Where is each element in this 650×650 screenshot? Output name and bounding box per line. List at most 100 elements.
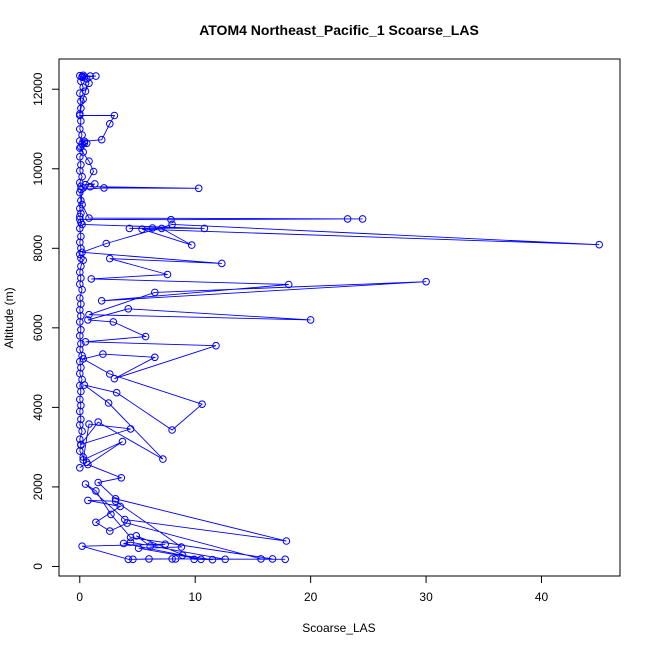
data-point [76, 188, 84, 197]
data-point [76, 268, 84, 277]
data-point [76, 204, 84, 213]
data-point [77, 441, 85, 450]
data-point [76, 332, 84, 340]
data-point [86, 182, 94, 191]
data-point [177, 543, 186, 551]
data-point [168, 426, 176, 434]
y-axis-label: Altitude (m) [2, 287, 16, 348]
series-layer [76, 71, 604, 564]
data-point [178, 551, 187, 560]
data-point [132, 532, 141, 540]
data-point [117, 474, 126, 482]
data-point [168, 555, 176, 563]
data-point [107, 510, 115, 519]
data-point [77, 209, 85, 218]
x-axis-label: Scoarse_LAS [302, 621, 375, 635]
data-point [85, 79, 93, 88]
data-point [268, 555, 277, 563]
data-point [92, 72, 100, 80]
data-point [104, 399, 113, 407]
data-point [106, 370, 114, 378]
data-point [124, 555, 133, 564]
data-point [76, 407, 84, 416]
data-point [84, 496, 92, 505]
data-point [94, 418, 102, 426]
data-point [76, 89, 84, 97]
data-point [111, 495, 120, 503]
data-point [77, 117, 85, 125]
y-tick-label: 12000 [31, 72, 45, 106]
chart-title: ATOM4 Northeast_Pacific_1 Scoarse_LAS [199, 22, 479, 38]
data-point [110, 111, 119, 120]
data-point [134, 544, 143, 553]
data-point [109, 318, 118, 326]
data-point [92, 518, 100, 527]
data-point [78, 200, 86, 209]
data-point [221, 555, 229, 564]
data-point [76, 447, 84, 455]
data-point [84, 316, 92, 324]
data-point [200, 224, 209, 233]
x-axis: 0 10 20 30 40 [76, 575, 549, 604]
y-tick-label: 4000 [31, 394, 45, 421]
data-point [168, 220, 176, 229]
data-point [167, 215, 175, 224]
data-point [148, 224, 157, 232]
x-tick-label: 30 [419, 590, 433, 604]
data-point [151, 353, 159, 362]
data-point [78, 542, 86, 551]
data-point [87, 275, 96, 283]
data-point [97, 135, 106, 144]
data-point [106, 254, 114, 263]
data-point [194, 184, 203, 193]
data-point [94, 478, 102, 487]
x-tick-label: 10 [189, 590, 203, 604]
data-point [78, 220, 86, 229]
data-point [79, 83, 87, 91]
data-point [77, 232, 85, 241]
data-point [76, 178, 84, 187]
data-point [126, 533, 135, 542]
data-point [306, 316, 315, 324]
data-point [126, 538, 135, 547]
data-point [422, 277, 430, 286]
data-point [284, 280, 293, 289]
data-point [116, 502, 124, 511]
data-point [112, 388, 121, 397]
data-point [157, 224, 166, 233]
data-point [76, 110, 84, 118]
data-point [190, 555, 198, 564]
data-point [106, 120, 114, 128]
data-point [102, 239, 111, 248]
data-point [77, 300, 85, 308]
x-tick-label: 20 [304, 590, 318, 604]
data-point [126, 425, 135, 433]
data-point [89, 167, 98, 176]
data-point [595, 240, 604, 249]
data-point [78, 427, 86, 436]
y-tick-label: 10000 [31, 152, 45, 186]
data-point [85, 157, 93, 165]
y-axis: 0 2000 4000 6000 8000 10000 12000 [31, 72, 60, 570]
data-point [187, 241, 196, 249]
data-point [198, 400, 206, 409]
data-point [281, 555, 290, 564]
data-point [82, 139, 91, 148]
data-point [77, 387, 85, 396]
data-point [161, 540, 169, 549]
data-point [85, 310, 93, 319]
data-point [129, 555, 137, 564]
data-point [85, 214, 93, 222]
data-point [82, 458, 91, 467]
data-point [124, 305, 133, 313]
data-point [76, 318, 84, 326]
data-point [138, 225, 146, 233]
data-point [100, 184, 108, 192]
data-point [358, 215, 367, 223]
data-point [212, 341, 220, 350]
data-point [163, 270, 172, 279]
data-point [118, 437, 127, 446]
data-point [97, 297, 106, 305]
